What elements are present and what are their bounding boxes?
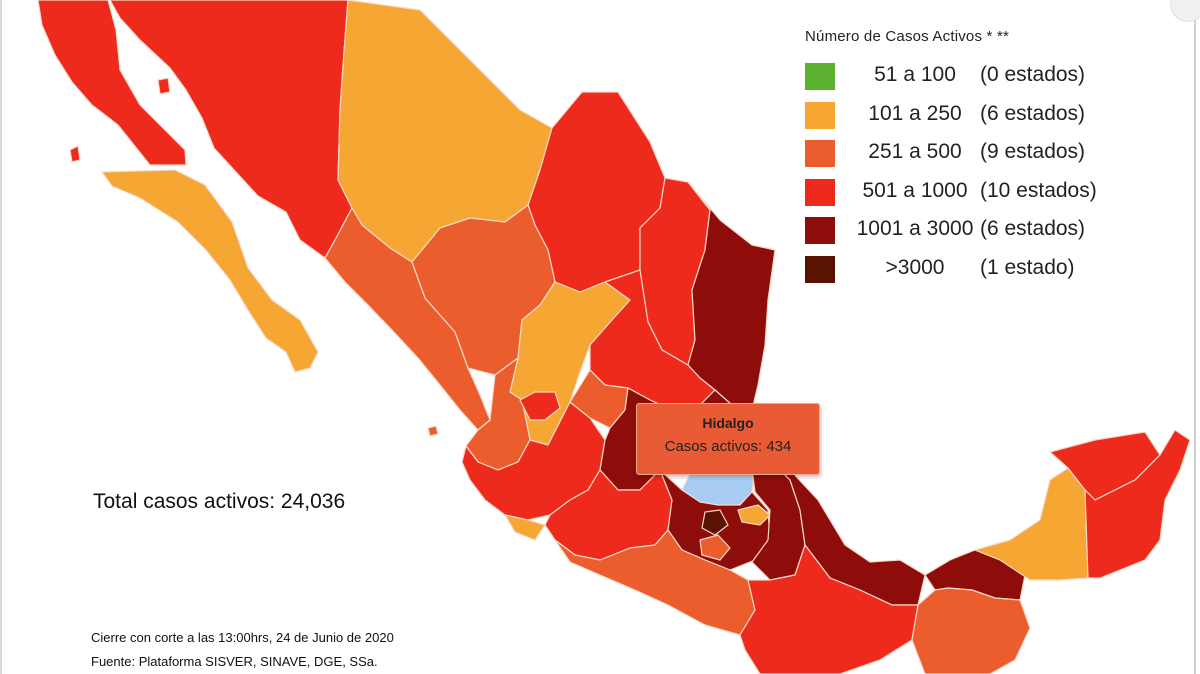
footer-cutoff: Cierre con corte a las 13:00hrs, 24 de J… [91,630,394,645]
legend-item: >3000 (1 estado) [805,255,1075,295]
legend-count: (6 estados) [980,101,1086,125]
state-guerrero[interactable] [554,529,756,636]
state-baja-california[interactable] [37,0,187,166]
state-chiapas[interactable] [911,587,1031,674]
close-button-icon[interactable] [1170,0,1200,22]
state-morelos[interactable] [699,534,731,561]
state-ciudad-de-mexico[interactable] [701,509,729,536]
state-colima[interactable] [504,514,546,541]
legend-swatch [805,217,835,244]
state-aguascalientes[interactable] [519,391,561,421]
island-tiburon [157,77,171,95]
legend-range: 1001 a 3000 [856,217,974,240]
island-cedros [69,145,81,163]
legend-count: (6 estados) [980,217,1086,240]
state-quintana-roo[interactable] [1084,429,1191,579]
legend-range: 51 a 100 [874,63,956,86]
tooltip-title: Hidalgo [702,415,754,431]
legend-item: 501 a 1000 (10 estados) [805,178,1097,218]
legend-swatch [805,178,835,206]
map-legend: Número de Casos Activos * ** 51 a 100 (0 … [805,28,1097,295]
total-active-cases: Total casos activos: 24,036 [93,490,346,513]
state-sinaloa[interactable] [324,207,491,431]
legend-swatch [805,140,835,167]
legend-swatch [805,255,835,283]
legend-title: Número de Casos Activos * ** [805,28,1010,45]
hover-tooltip: Hidalgo Casos activos: 434 [636,403,820,475]
legend-range: 101 a 250 [868,101,962,125]
legend-range: 251 a 500 [868,140,962,163]
legend-item: 51 a 100 (0 estados) [805,63,1085,102]
state-baja-california-sur[interactable] [101,169,319,373]
legend-count: (0 estados) [980,63,1086,86]
footer-source: Fuente: Plataforma SISVER, SINAVE, DGE, … [91,654,378,669]
island-marias [427,425,439,437]
legend-count: (9 estados) [980,140,1086,163]
legend-item: 251 a 500 (9 estados) [805,140,1085,179]
legend-item: 1001 a 3000 (6 estados) [805,217,1085,256]
legend-swatch [805,101,835,129]
tooltip-body: Casos activos: 434 [664,438,792,455]
legend-swatch [805,63,835,90]
state-tlaxcala[interactable] [737,504,771,526]
legend-range: >3000 [885,255,945,279]
legend-range: 501 a 1000 [862,178,968,202]
legend-count: (10 estados) [980,178,1097,202]
legend-item: 101 a 250 (6 estados) [805,101,1085,141]
legend-count: (1 estado) [980,255,1075,279]
